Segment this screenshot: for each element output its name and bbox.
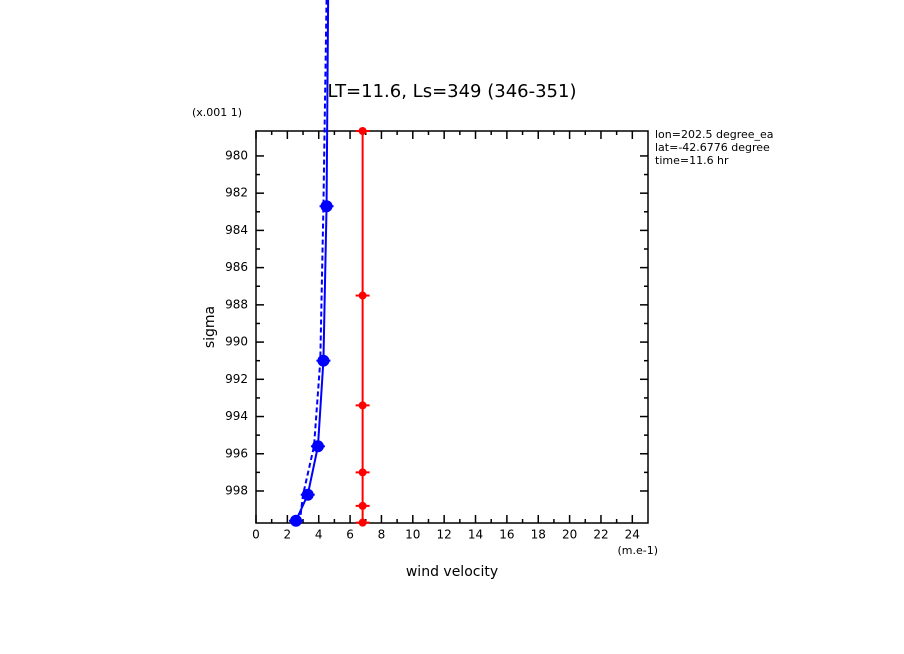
x-tick-label: 4 [315,528,323,542]
x-tick-label: 2 [284,528,292,542]
y-tick-label: 998 [225,483,248,497]
profile-line [298,0,328,521]
x-tick-label: 10 [405,528,420,542]
y-tick-label: 988 [225,297,248,311]
x-tick-label: 6 [346,528,354,542]
y-tick-label: 980 [225,148,248,162]
x-units: (m.e-1) [617,544,658,557]
y-tick-label: 996 [225,446,248,460]
plot-frame [255,130,649,524]
y-axis-label: sigma [202,306,218,348]
annotation: time=11.6 hr [655,154,729,167]
chart-title: LT=11.6, Ls=349 (346-351) [328,81,577,102]
x-tick-label: 0 [252,528,260,542]
x-tick-label: 18 [531,528,546,542]
annotation: lon=202.5 degree_ea [655,128,774,141]
x-axis-label: wind velocity [406,564,498,580]
x-tick-label: 8 [378,528,386,542]
x-tick-label: 20 [562,528,577,542]
y-units: (x.001 1) [192,106,242,119]
x-tick-label: 12 [437,528,452,542]
x-tick-label: 22 [593,528,608,542]
y-tick-label: 984 [225,223,248,237]
y-tick-label: 986 [225,260,248,274]
annotation: lat=-42.6776 degree [655,141,770,154]
y-tick-label: 990 [225,335,248,349]
x-tick-label: 14 [468,528,483,542]
y-tick-label: 994 [225,409,248,423]
y-tick-label: 982 [225,186,248,200]
x-tick-label: 24 [625,528,640,542]
y-tick-label: 992 [225,372,248,386]
x-tick-label: 16 [499,528,514,542]
